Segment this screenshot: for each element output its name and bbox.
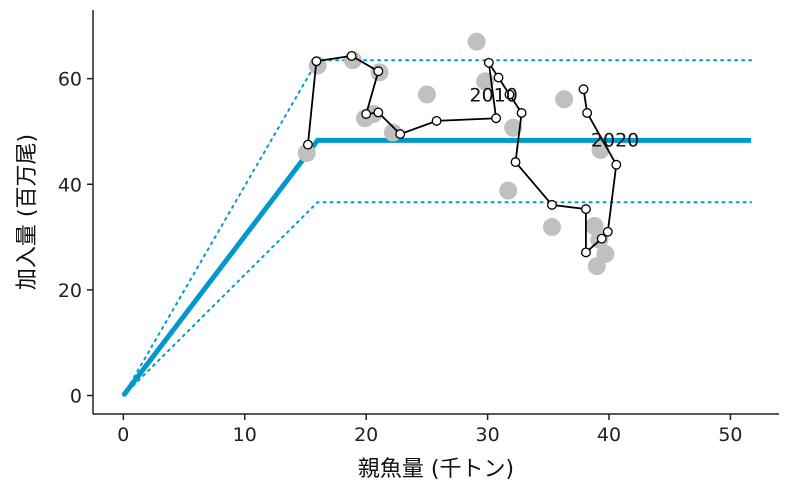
observed-point [417,85,436,104]
observed-point [467,32,486,51]
trajectory-point [602,226,613,237]
x-tick-label: 0 [117,424,129,446]
trajectory-point [578,84,589,95]
x-axis-title: 親魚量 (千トン) [358,457,514,482]
trajectory-point [580,247,591,258]
trajectory-point [547,199,557,210]
trajectory-point [516,108,527,118]
trajectory-point [373,107,384,118]
trajectory-layer [302,50,622,258]
y-tick-label: 0 [70,386,82,408]
trajectory-point [483,57,494,68]
x-tick-label: 30 [476,424,500,446]
x-tick-label: 40 [597,424,621,446]
trajectory-point [431,115,442,126]
observed-point [585,216,604,235]
observed-point [555,90,574,109]
year-annotation: 2020 [591,129,639,151]
trajectory-point [582,108,593,118]
model-line [121,137,752,398]
observed-point [499,181,518,200]
year-annotation: 2010 [469,84,517,106]
trajectory-point [510,157,521,168]
y-tick-label: 40 [58,174,82,196]
observed-layer [297,32,615,276]
x-tick-label: 10 [233,424,257,446]
observed-point [297,144,316,163]
trajectory-line [307,54,618,255]
trajectory-point [395,129,406,140]
observed-point [542,218,561,237]
upper-bound-line [122,59,753,397]
y-tick-label: 20 [58,280,82,302]
bounds-layer [122,59,753,397]
trajectory-point [504,89,515,100]
y-axis-title: 加入量 (百万尾) [15,134,40,290]
trajectory-point [311,56,322,67]
axes-layer: 0 10 20 30 40 50 0 20 40 60 [58,10,779,446]
model-layer [121,137,752,398]
trajectory-point [596,233,607,244]
trajectory-point [493,72,504,83]
trajectory-point [361,109,372,119]
trajectory-point [491,113,502,124]
x-tick-label: 50 [718,424,742,446]
observed-point [504,118,523,137]
lower-bound-line [122,201,753,397]
trajectory-point [373,66,384,77]
annotation-layer: 2010 2020 [469,84,639,151]
observed-point [476,72,495,91]
trajectory-point [346,50,357,61]
trajectory-point [580,204,591,215]
y-tick-label: 60 [58,69,82,91]
trajectory-point [611,159,622,170]
trajectory-point [302,139,313,150]
x-tick-label: 20 [354,424,378,446]
observed-point [587,257,606,276]
